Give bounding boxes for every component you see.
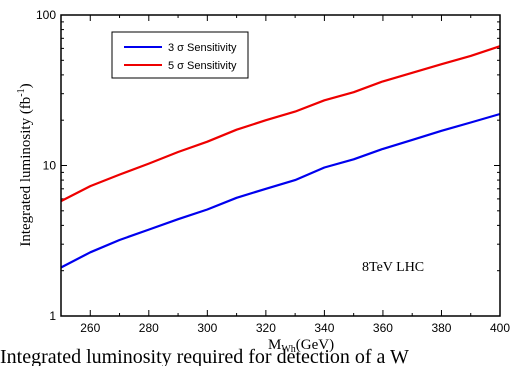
legend-box: [111, 31, 249, 79]
x-axis-label: MWh(GeV): [268, 337, 334, 355]
y-tick-label-100: 100: [36, 8, 56, 22]
x-tick-label-260: 260: [80, 321, 100, 335]
y-axis-label: Integrated luminosity (fb-1): [16, 83, 34, 246]
legend: 3 σ Sensitivity 5 σ Sensitivity: [111, 31, 249, 79]
y-axis-label-end: ): [18, 83, 34, 88]
annotation-8tev-lhc: 8TeV LHC: [362, 260, 424, 275]
legend-label-5sigma: 5 σ Sensitivity: [168, 60, 237, 72]
y-axis-label-main: Integrated luminosity (fb: [18, 97, 34, 247]
plot-frame: [60, 14, 501, 317]
x-axis-label-sub: Wh: [281, 344, 295, 355]
series-line-3sigma: [60, 112, 501, 269]
x-tick-label-340: 340: [314, 321, 334, 335]
x-tick-label-320: 320: [256, 321, 276, 335]
x-tick-label-400: 400: [490, 321, 510, 335]
x-tick-label-300: 300: [197, 321, 217, 335]
series-line-5sigma: [60, 45, 501, 203]
x-tick-label-360: 360: [373, 321, 393, 335]
x-axis-label-main: M: [268, 337, 281, 353]
y-tick-label-10: 10: [43, 159, 57, 173]
y-tick-label-1: 1: [49, 309, 56, 323]
x-tick-label-280: 280: [139, 321, 159, 335]
x-tick-label-380: 380: [431, 321, 451, 335]
x-axis-label-unit: (GeV): [296, 337, 334, 353]
legend-label-3sigma: 3 σ Sensitivity: [168, 42, 237, 54]
figure-caption: Integrated luminosity required for detec…: [0, 346, 409, 366]
y-axis-label-sup: -1: [16, 88, 27, 96]
